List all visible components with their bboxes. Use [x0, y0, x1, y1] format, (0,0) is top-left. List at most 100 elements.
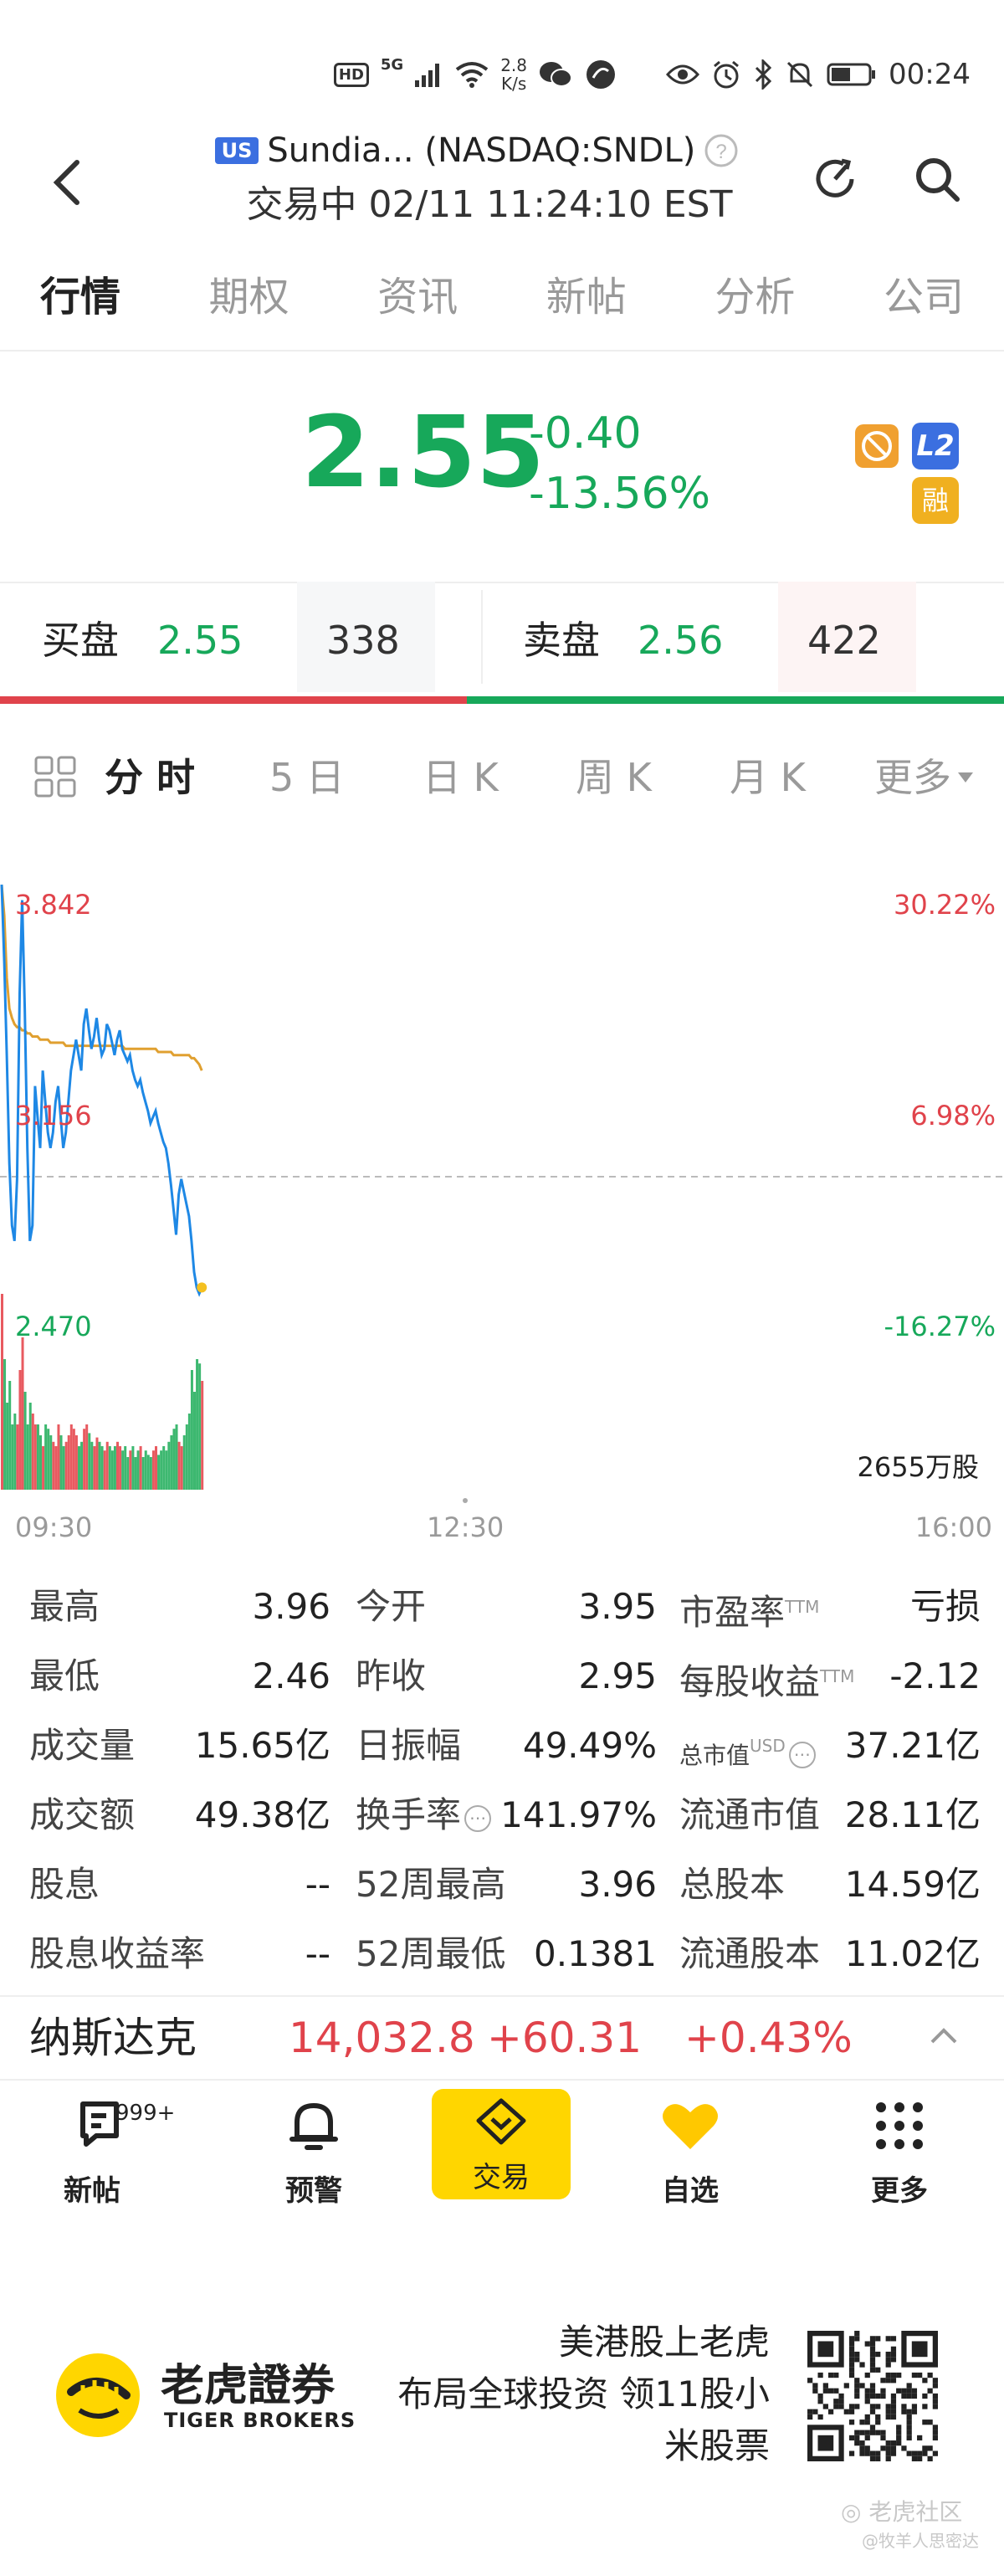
stat-item: 最高 3.96 [29, 1573, 330, 1640]
stat-label: 今开 [356, 1586, 427, 1627]
bell-icon [289, 2103, 338, 2150]
stat-value: 28.11亿 [844, 1794, 981, 1835]
volume-bar [64, 1441, 68, 1490]
chart-tab-more[interactable]: 更多 [874, 748, 975, 807]
stat-item: 每股收益TTM -2.12 [679, 1643, 981, 1710]
layout-grid-icon[interactable] [33, 755, 77, 798]
signal-icon [415, 64, 440, 87]
stat-item: 成交额 49.38亿 [29, 1782, 330, 1849]
volume-bar [83, 1429, 86, 1490]
tab-posts[interactable]: 新帖 [546, 274, 627, 321]
help-icon[interactable]: ? [704, 133, 739, 168]
volume-bar [182, 1435, 186, 1490]
margin-badge[interactable]: 融 [912, 477, 959, 524]
volume-bar [190, 1370, 193, 1490]
level2-badge[interactable]: L2 [912, 423, 959, 470]
stat-value: 3.95 [578, 1586, 657, 1627]
intraday-chart[interactable]: 3.842 3.156 2.470 30.22% 6.98% -16.27% 2… [0, 854, 1004, 1557]
refresh-icon[interactable] [810, 154, 860, 204]
tab-news[interactable]: 资讯 [377, 274, 458, 321]
series-price-line [0, 884, 203, 1297]
info-more-icon[interactable]: ⋯ [788, 1742, 816, 1768]
volume-bar [180, 1446, 183, 1490]
volume-bar [108, 1446, 111, 1490]
search-icon[interactable] [912, 154, 962, 204]
volume-bar [110, 1450, 114, 1490]
stat-item: 最低 2.46 [29, 1643, 330, 1710]
volume-bar [172, 1429, 176, 1490]
volume-bar [78, 1446, 80, 1490]
nav-item-trade[interactable]: 交易 [432, 2089, 571, 2199]
volume-bar [85, 1424, 89, 1490]
heart-icon [663, 2104, 718, 2149]
volume-bar [175, 1424, 178, 1490]
volume-bar [165, 1450, 168, 1490]
stock-title: Sundia... (NASDAQ:SNDL) [267, 131, 696, 170]
status-bar: HD 5G 2.8 K/s 00:24 [0, 0, 1004, 126]
index-name: 纳斯达克 [29, 2014, 197, 2062]
volume-bar [42, 1446, 45, 1490]
nav-item-more[interactable]: 更多 [837, 2092, 962, 2218]
x-tick-open: 09:30 [15, 1511, 93, 1543]
volume-bar [187, 1414, 191, 1490]
main-tabs: 行情 期权 资讯 新帖 分析 公司 [0, 255, 1004, 347]
pct-label-high: 30.22% [893, 889, 996, 921]
bottom-nav: 999+ 新帖 预警 交易 自选 更多 [0, 2084, 1004, 2235]
index-ticker[interactable]: 纳斯达克 14,032.8 +60.31 +0.43% [0, 1996, 1004, 2080]
y-label-low: 2.470 [15, 1311, 92, 1342]
nav-item-alerts[interactable]: 预警 [251, 2092, 376, 2218]
pct-label-mid: 6.98% [910, 1100, 996, 1131]
volume-bar [105, 1441, 109, 1490]
tab-options[interactable]: 期权 [208, 274, 289, 321]
volume-bar [6, 1403, 9, 1490]
wifi-icon [455, 62, 489, 88]
stat-label: 52周最低 [356, 1933, 506, 1974]
chart-tab-daily[interactable]: 日 K [423, 755, 499, 800]
bid-size: 338 [326, 618, 400, 663]
stat-item: 日振幅 49.49% [356, 1712, 657, 1779]
volume-bar [28, 1403, 32, 1490]
chart-tab-weekly[interactable]: 周 K [576, 755, 652, 800]
volume-bar [36, 1424, 39, 1490]
clock: 00:24 [889, 58, 971, 91]
qr-code [807, 2331, 938, 2461]
stat-label: 昨收 [356, 1655, 427, 1696]
info-more-icon[interactable]: ⋯ [464, 1805, 492, 1832]
last-price-dot [197, 1282, 207, 1293]
market-badge: US [214, 137, 259, 164]
index-value: 14,032.8 [289, 2014, 475, 2062]
tiger-logo-icon [56, 2353, 140, 2437]
tab-analysis[interactable]: 分析 [715, 274, 796, 321]
volume-bar [52, 1441, 55, 1490]
stat-label: 流通市值 [679, 1794, 821, 1835]
no-short-icon[interactable] [853, 423, 900, 470]
back-icon[interactable] [50, 157, 84, 208]
volume-bar [31, 1414, 34, 1490]
trading-status: 交易中 02/11 11:24:10 EST [246, 183, 733, 226]
nav-item-watchlist[interactable]: 自选 [628, 2092, 753, 2218]
stat-label: 最高 [29, 1586, 100, 1627]
nav-label-watchlist: 自选 [662, 2174, 719, 2208]
stat-value: 14.59亿 [844, 1864, 981, 1905]
chart-tab-5day[interactable]: 5 日 [269, 755, 345, 800]
nav-item-posts[interactable]: 999+ 新帖 [42, 2092, 175, 2218]
tab-quote[interactable]: 行情 [40, 274, 121, 321]
volume-bar [121, 1450, 125, 1490]
net-speed: 2.8 K/s [500, 55, 528, 94]
volume-bar [126, 1457, 130, 1490]
volume-bar [69, 1424, 73, 1490]
battery-icon [827, 63, 876, 86]
brand-banner: 老虎證券 TIGER BROKERS 美港股上老虎 布局全球投资 领11股小 米… [0, 2243, 1004, 2576]
chart-tab-monthly[interactable]: 月 K [730, 755, 806, 800]
grid-icon [876, 2102, 923, 2149]
chart-tab-intraday[interactable]: 分 时 [105, 755, 196, 800]
chevron-up-icon[interactable] [929, 2025, 959, 2045]
mute-bell-icon [786, 61, 813, 88]
volume-bar [134, 1457, 137, 1490]
volume-bar [8, 1381, 12, 1490]
tab-company[interactable]: 公司 [883, 274, 964, 321]
volume-bar [62, 1446, 65, 1490]
x-tick-midday: 12:30 [427, 1511, 505, 1543]
volume-bar [1, 1294, 3, 1490]
x-tick-close: 16:00 [914, 1511, 992, 1543]
